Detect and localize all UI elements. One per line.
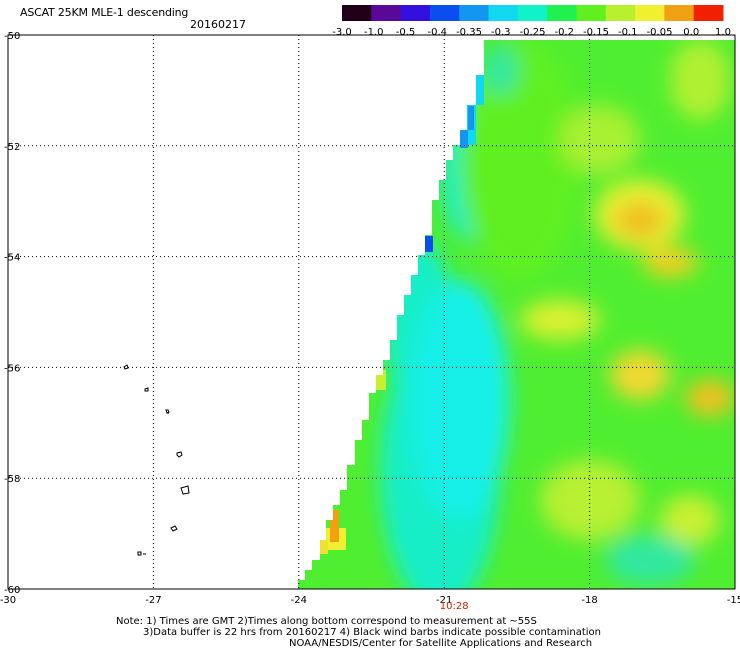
colorbar-swatch — [371, 5, 402, 21]
swath-data — [298, 40, 735, 589]
colorbar-label: -0.35 — [456, 27, 482, 38]
map-title: ASCAT 25KM MLE-1 descending — [20, 6, 189, 19]
colorbar-swatch — [635, 5, 665, 21]
colorbar-swatch — [664, 5, 695, 21]
lat-tick-label: -50 — [4, 31, 20, 42]
colorbar-label: -0.05 — [647, 27, 673, 38]
axis-labels: -30 -27 -24 -21 -18 -15 -50 -52 -54 -56 -58 -60 — [0, 31, 740, 606]
lon-tick-label: -30 — [0, 595, 16, 606]
island-outlines — [123, 364, 190, 556]
colorbar-label: -3.0 — [332, 27, 352, 38]
colorbar-swatch — [517, 5, 548, 21]
lat-tick-label: -52 — [4, 142, 20, 153]
graticule — [7, 34, 736, 590]
lon-tick-label: -27 — [145, 595, 161, 606]
colorbar-label: -0.1 — [618, 27, 638, 38]
lat-tick-label: -60 — [4, 585, 20, 596]
colorbar-label: 1.0 — [715, 27, 731, 38]
lon-tick-label: -15 — [727, 595, 740, 606]
colorbar-label: -0.2 — [554, 27, 574, 38]
colorbar-label: -0.5 — [396, 27, 416, 38]
time-label: 10:28 — [440, 601, 469, 612]
colorbar-swatch — [547, 5, 577, 21]
lat-tick-label: -56 — [4, 363, 20, 374]
colorbar-swatch — [488, 5, 519, 21]
colorbar-swatch — [693, 5, 724, 21]
colorbar-swatch — [429, 5, 460, 21]
map-date: 20160217 — [190, 18, 246, 31]
colorbar-swatch — [459, 5, 490, 21]
colorbar-swatch — [400, 5, 431, 21]
lat-tick-label: -54 — [4, 253, 20, 264]
lat-tick-label: -58 — [4, 474, 20, 485]
colorbar-label: -0.3 — [491, 27, 511, 38]
colorbar-label: -1.0 — [364, 27, 384, 38]
colorbar: -3.0 -1.0 -0.5 -0.4 -0.35 -0.3 -0.25 -0.2 -0.15-… — [332, 5, 731, 38]
colorbar-swatch — [605, 5, 636, 21]
lon-tick-label: -18 — [581, 595, 597, 606]
lon-tick-label: -24 — [291, 595, 307, 606]
colorbar-label: -0.25 — [520, 27, 546, 38]
note-line-2: 3)Data buffer is 22 hrs from 20160217 4)… — [143, 627, 601, 638]
colorbar-swatch — [342, 5, 372, 21]
lon-tick-label: -21 — [436, 595, 452, 606]
colorbar-label: 0.0 — [683, 27, 699, 38]
note-line-3: NOAA/NESDIS/Center for Satellite Applica… — [289, 638, 593, 649]
colorbar-label: -0.15 — [583, 27, 609, 38]
note-line-1: Note: 1) Times are GMT 2)Times along bot… — [116, 616, 537, 627]
colorbar-label: -0.4 — [427, 27, 447, 38]
colorbar-swatch — [576, 5, 607, 21]
